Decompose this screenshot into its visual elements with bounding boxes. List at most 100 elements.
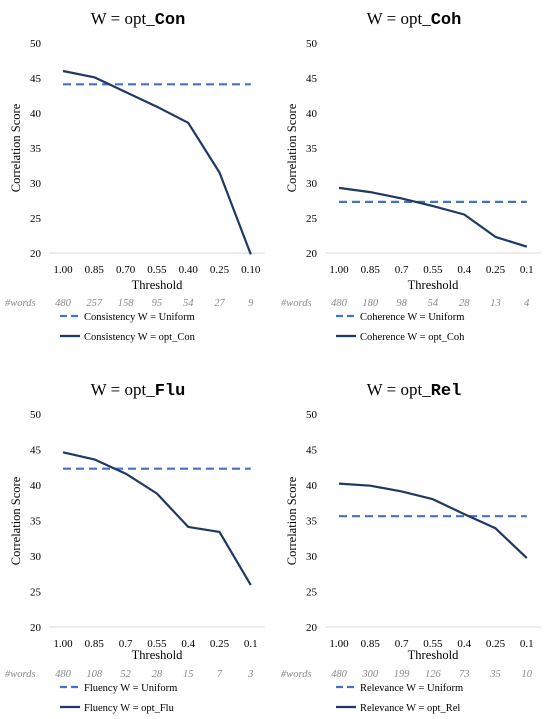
legend-label: Relevance W = Uniform bbox=[360, 683, 463, 694]
chart-title-code: Rel bbox=[431, 382, 462, 401]
y-tick-label: 50 bbox=[30, 38, 42, 50]
x-tick-label: 0.1 bbox=[520, 264, 534, 276]
y-tick-label: 25 bbox=[30, 587, 42, 599]
x-tick-label: 0.70 bbox=[116, 264, 136, 276]
y-tick-label: 45 bbox=[30, 73, 42, 85]
chart-title: W = opt_Coh bbox=[367, 9, 462, 30]
y-axis-label: Correlation Score bbox=[285, 103, 299, 192]
x-tick-label: 0.7 bbox=[395, 638, 409, 650]
legend-label: Fluency W = opt_Flu bbox=[84, 703, 175, 714]
words-count: 13 bbox=[490, 298, 501, 309]
words-row-label: #words bbox=[5, 298, 36, 309]
y-tick-label: 35 bbox=[30, 143, 42, 155]
chart-title: W = opt_Rel bbox=[367, 380, 462, 401]
chart-title: W = opt_Flu bbox=[91, 380, 186, 401]
x-tick-label: 0.85 bbox=[361, 264, 381, 276]
x-tick-label: 0.4 bbox=[181, 638, 195, 650]
x-tick-label: 0.25 bbox=[210, 638, 230, 650]
chart-title-prefix: W = opt_ bbox=[91, 380, 156, 399]
x-tick-label: 0.7 bbox=[395, 264, 409, 276]
y-tick-label: 40 bbox=[30, 480, 42, 492]
y-tick-label: 45 bbox=[30, 445, 42, 457]
x-tick-label: 0.85 bbox=[361, 638, 381, 650]
x-tick-label: 0.4 bbox=[457, 264, 471, 276]
words-count: 28 bbox=[152, 669, 163, 680]
y-tick-label: 20 bbox=[30, 248, 42, 260]
y-tick-label: 45 bbox=[306, 445, 318, 457]
x-tick-label: 0.55 bbox=[147, 264, 167, 276]
chart-title-prefix: W = opt_ bbox=[91, 9, 156, 28]
x-tick-label: 0.1 bbox=[244, 638, 258, 650]
words-count: 480 bbox=[55, 669, 72, 680]
x-tick-label: 0.55 bbox=[423, 264, 443, 276]
y-tick-label: 35 bbox=[30, 516, 42, 528]
words-count: 28 bbox=[459, 298, 470, 309]
x-tick-label: 0.4 bbox=[457, 638, 471, 650]
y-tick-label: 30 bbox=[30, 551, 42, 563]
x-tick-label: 1.00 bbox=[53, 638, 73, 650]
legend-label: Fluency W = Uniform bbox=[84, 683, 177, 694]
y-tick-label: 40 bbox=[306, 480, 318, 492]
x-tick-label: 0.55 bbox=[423, 638, 443, 650]
y-tick-label: 20 bbox=[306, 248, 318, 260]
words-count: 4 bbox=[524, 298, 530, 309]
y-tick-label: 35 bbox=[306, 143, 318, 155]
x-axis-label: Threshold bbox=[408, 648, 459, 662]
words-count: 480 bbox=[55, 298, 72, 309]
x-tick-label: 0.25 bbox=[486, 264, 506, 276]
y-tick-label: 35 bbox=[306, 516, 318, 528]
y-tick-label: 20 bbox=[30, 622, 42, 634]
legend-label: Coherence W = opt_Coh bbox=[360, 332, 465, 343]
words-count: 15 bbox=[183, 669, 194, 680]
words-count: 52 bbox=[120, 669, 131, 680]
y-axis-label: Correlation Score bbox=[285, 476, 299, 565]
y-axis-label: Correlation Score bbox=[9, 476, 23, 565]
y-tick-label: 20 bbox=[306, 622, 318, 634]
x-tick-label: 0.7 bbox=[119, 638, 133, 650]
y-tick-label: 25 bbox=[306, 587, 318, 599]
words-count: 300 bbox=[361, 669, 379, 680]
legend-label: Consistency W = opt_Con bbox=[84, 332, 196, 343]
y-tick-label: 25 bbox=[30, 213, 42, 225]
legend-label: Coherence W = Uniform bbox=[360, 312, 464, 323]
words-count: 126 bbox=[425, 669, 442, 680]
y-tick-label: 40 bbox=[30, 108, 42, 120]
series-line-opt bbox=[62, 69, 252, 255]
words-count: 257 bbox=[86, 298, 103, 309]
words-count: 3 bbox=[247, 669, 253, 680]
y-tick-label: 50 bbox=[306, 409, 318, 421]
y-tick-label: 30 bbox=[306, 178, 318, 190]
series-line-opt bbox=[338, 186, 528, 248]
y-tick-label: 30 bbox=[30, 178, 42, 190]
chart-title-code: Con bbox=[155, 11, 186, 30]
x-tick-label: 0.1 bbox=[520, 638, 534, 650]
words-count: 54 bbox=[183, 298, 194, 309]
legend-label: Consistency W = Uniform bbox=[84, 312, 195, 323]
chart-panel-coh: W = opt_Coh 20 25 30 35 40 45 50 Correlation Sco… bbox=[281, 9, 541, 343]
x-axis-label: Threshold bbox=[132, 278, 183, 292]
chart-title: W = opt_Con bbox=[91, 9, 186, 30]
words-count: 480 bbox=[331, 298, 348, 309]
words-count: 158 bbox=[118, 298, 135, 309]
y-tick-label: 50 bbox=[306, 38, 318, 50]
y-tick-label: 30 bbox=[306, 551, 318, 563]
words-count: 98 bbox=[396, 298, 407, 309]
words-row-label: #words bbox=[5, 669, 36, 680]
x-axis-label: Threshold bbox=[132, 648, 183, 662]
words-count: 27 bbox=[214, 298, 225, 309]
y-axis-label: Correlation Score bbox=[9, 103, 23, 192]
words-count: 9 bbox=[248, 298, 254, 309]
series-line-opt bbox=[62, 451, 252, 586]
legend-label: Relevance W = opt_Rel bbox=[360, 703, 460, 714]
series-line-opt bbox=[338, 482, 528, 559]
x-tick-label: 0.85 bbox=[85, 264, 105, 276]
x-tick-label: 0.10 bbox=[241, 264, 261, 276]
words-row-label: #words bbox=[281, 298, 312, 309]
x-tick-label: 0.55 bbox=[147, 638, 167, 650]
chart-title-prefix: W = opt_ bbox=[367, 380, 432, 399]
chart-panel-flu: W = opt_Flu 20 25 30 35 40 45 50 Correlation Sco… bbox=[5, 380, 265, 714]
y-tick-label: 25 bbox=[306, 213, 318, 225]
words-count: 180 bbox=[362, 298, 379, 309]
words-count: 480 bbox=[331, 669, 348, 680]
